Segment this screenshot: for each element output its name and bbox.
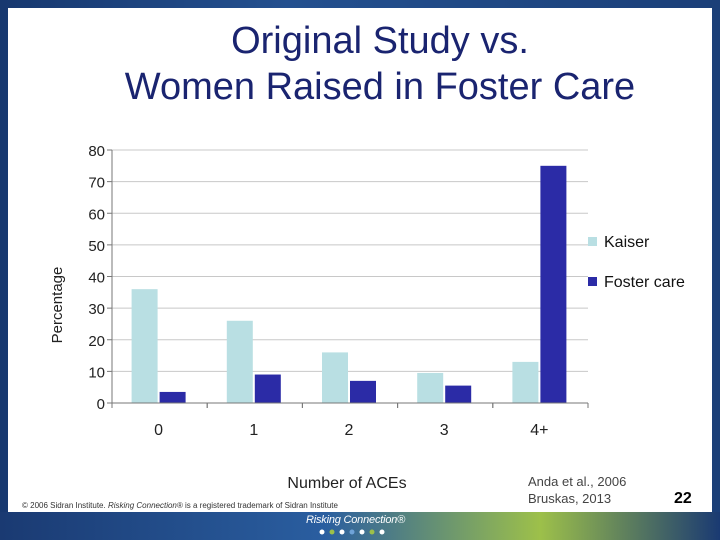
title-line-1: Original Study vs. bbox=[231, 20, 529, 62]
y-tick-label: 60 bbox=[88, 206, 105, 223]
bar-kaiser-2 bbox=[322, 352, 348, 403]
bar-foster-care-0 bbox=[159, 391, 186, 403]
y-tick-label: 30 bbox=[88, 301, 105, 318]
y-tick-label: 20 bbox=[88, 333, 105, 350]
copyright-prefix: © 2006 Sidran Institute. bbox=[22, 501, 108, 510]
citation-line-2: Bruskas, 2013 bbox=[528, 491, 612, 506]
legend-item-foster-care: Foster care bbox=[588, 274, 685, 292]
risking-connection-logo: Risking Connection® bbox=[306, 514, 406, 526]
x-tick-label: 1 bbox=[249, 422, 258, 439]
citation-line-1: Anda et al., 2006 bbox=[528, 474, 627, 489]
bar-kaiser-4+ bbox=[512, 361, 539, 403]
y-axis-label: Percentage bbox=[49, 267, 66, 344]
y-tick-label: 80 bbox=[88, 143, 105, 160]
copyright-brand: Risking Connection® bbox=[107, 501, 183, 510]
y-tick-label: 10 bbox=[88, 364, 105, 381]
axes bbox=[107, 149, 589, 408]
slide-panel bbox=[8, 8, 712, 512]
legend-label: Foster care bbox=[604, 274, 685, 291]
legend-label: Kaiser bbox=[604, 234, 650, 251]
bar-kaiser-1 bbox=[226, 320, 253, 403]
y-tick-label: 50 bbox=[88, 238, 105, 255]
x-tick-label: 4+ bbox=[530, 422, 548, 439]
page-number: 22 bbox=[674, 490, 692, 507]
citation: Anda et al., 2006 Bruskas, 2013 bbox=[528, 473, 626, 507]
footer-bar bbox=[0, 512, 720, 540]
slide-title: Original Study vs. Women Raised in Foste… bbox=[60, 18, 700, 110]
legend-item-kaiser: Kaiser bbox=[588, 234, 649, 252]
title-line-2: Women Raised in Foster Care bbox=[124, 66, 636, 108]
x-axis-label: Number of ACEs bbox=[287, 475, 406, 492]
bar-foster-care-3 bbox=[445, 385, 472, 403]
y-tick-label: 70 bbox=[88, 175, 105, 192]
legend-swatch bbox=[588, 237, 597, 246]
copyright-notice: © 2006 Sidran Institute. Risking Connect… bbox=[22, 501, 338, 510]
bar-kaiser-0 bbox=[131, 289, 158, 403]
x-tick-label: 2 bbox=[345, 422, 354, 439]
bar-foster-care-1 bbox=[254, 374, 281, 403]
logo-dots-icon bbox=[319, 529, 385, 535]
x-tick-label: 3 bbox=[440, 422, 449, 439]
legend-swatch bbox=[588, 277, 597, 286]
bar-foster-care-4+ bbox=[540, 165, 567, 403]
tick-labels: 0 10 20 30 40 50 60 70 80 0 1 2 3 4+ bbox=[88, 143, 548, 439]
bar-foster-care-2 bbox=[350, 380, 376, 403]
x-tick-label: 0 bbox=[154, 422, 163, 439]
bars bbox=[131, 165, 567, 403]
bar-kaiser-3 bbox=[417, 372, 444, 403]
y-tick-label: 40 bbox=[88, 270, 105, 287]
copyright-suffix: is a registered trademark of Sidran Inst… bbox=[182, 501, 338, 510]
y-tick-label: 0 bbox=[97, 396, 105, 413]
